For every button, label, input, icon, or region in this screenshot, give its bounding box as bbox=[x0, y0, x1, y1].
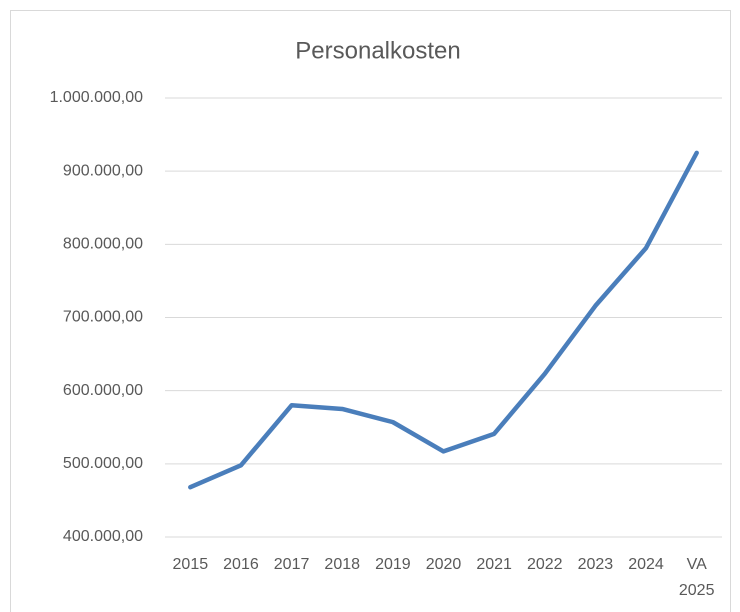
x-tick-label: 2015 bbox=[173, 556, 209, 573]
x-tick-label: 2016 bbox=[223, 556, 259, 573]
y-tick-label: 1.000.000,00 bbox=[50, 89, 144, 106]
x-tick-label: 2020 bbox=[426, 556, 462, 573]
x-tick-label: 2018 bbox=[324, 556, 360, 573]
y-tick-label: 800.000,00 bbox=[63, 236, 143, 253]
y-tick-label: 500.000,00 bbox=[63, 455, 143, 472]
x-tick-label: 2019 bbox=[375, 556, 411, 573]
y-tick-label: 600.000,00 bbox=[63, 382, 143, 399]
x-tick-label: VA 2025 bbox=[679, 556, 715, 599]
x-tick-label: 2017 bbox=[274, 556, 310, 573]
line-series bbox=[188, 150, 699, 490]
y-tick-label: 900.000,00 bbox=[63, 162, 143, 179]
x-tick-label: 2021 bbox=[476, 556, 512, 573]
y-tick-label: 700.000,00 bbox=[63, 309, 143, 326]
x-tick-label: 2023 bbox=[578, 556, 614, 573]
x-tick-label: 2024 bbox=[628, 556, 664, 573]
chart-title: Personalkosten bbox=[295, 37, 460, 64]
y-tick-label: 400.000,00 bbox=[63, 528, 143, 545]
x-tick-label: 2022 bbox=[527, 556, 563, 573]
chart-border bbox=[10, 10, 731, 612]
